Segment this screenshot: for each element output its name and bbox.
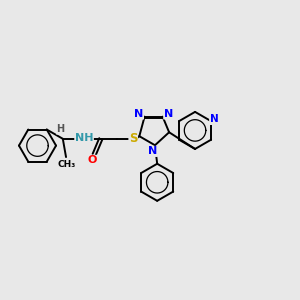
Text: N: N (148, 146, 158, 156)
Text: H: H (56, 124, 65, 134)
Text: NH: NH (75, 134, 93, 143)
Text: N: N (164, 109, 173, 119)
Text: CH₃: CH₃ (57, 160, 76, 169)
Text: N: N (210, 115, 218, 124)
Text: S: S (129, 132, 137, 145)
Text: N: N (134, 109, 143, 119)
Text: O: O (87, 155, 97, 165)
